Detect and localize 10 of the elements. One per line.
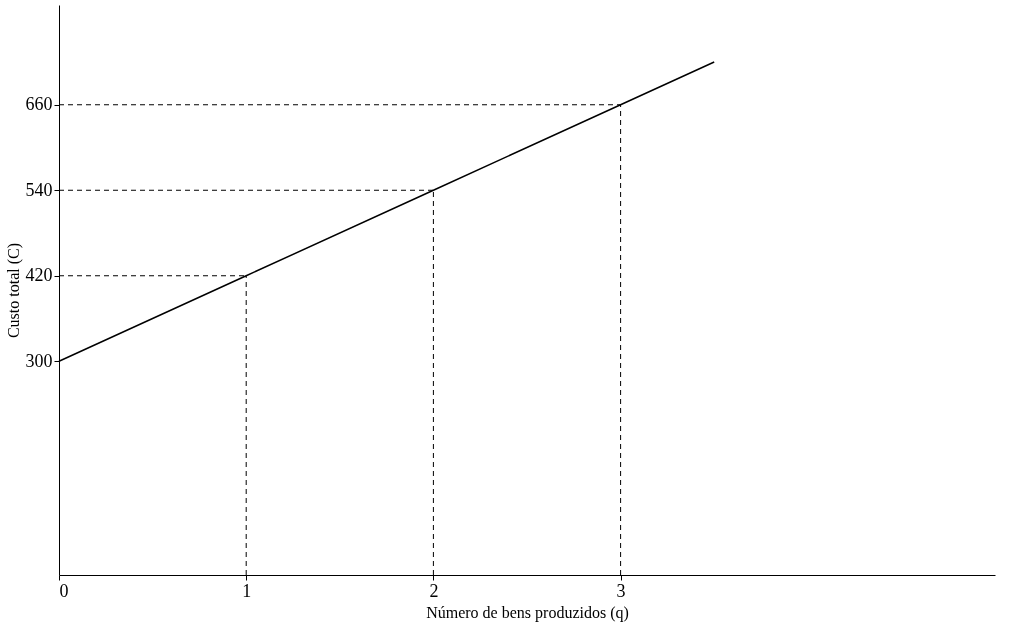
x-tick-label: 0 <box>59 580 69 601</box>
y-axis-title: Custo total (C) <box>4 242 23 339</box>
x-tick-label: 1 <box>242 580 252 601</box>
y-tick-label: 420 <box>25 265 53 286</box>
x-tick-label: 2 <box>429 580 439 601</box>
x-axis-title: Número de bens produzidos (q) <box>426 603 629 622</box>
y-tick-label: 540 <box>25 179 53 200</box>
y-tick-label: 660 <box>25 94 53 115</box>
x-tick-label: 3 <box>616 580 626 601</box>
y-tick-label: 300 <box>25 350 53 371</box>
